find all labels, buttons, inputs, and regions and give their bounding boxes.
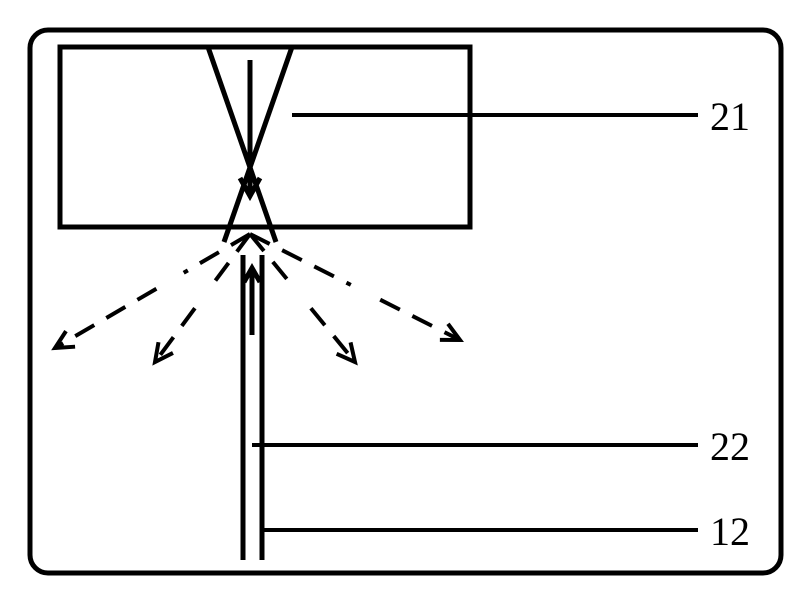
dashed-ray-0-a [184, 234, 250, 273]
dashed-ray-0-head [55, 331, 75, 348]
ref-21-label: 21 [710, 94, 750, 139]
dashed-ray-3-b [380, 300, 460, 340]
funnel-right-line [224, 47, 292, 242]
dashed-ray-3-head [440, 324, 460, 340]
dashed-ray-3-a [250, 234, 351, 285]
funnel-left-line [208, 47, 276, 242]
top-block [60, 47, 470, 227]
dashed-ray-2-b [311, 308, 355, 362]
diagram-svg: 21 22 12 [0, 0, 811, 603]
ref-12-label: 12 [710, 509, 750, 554]
ref-22-label: 22 [710, 424, 750, 469]
outer-frame [30, 30, 781, 573]
dashed-ray-1-b [155, 308, 195, 362]
dashed-ray-0-b [55, 289, 156, 348]
